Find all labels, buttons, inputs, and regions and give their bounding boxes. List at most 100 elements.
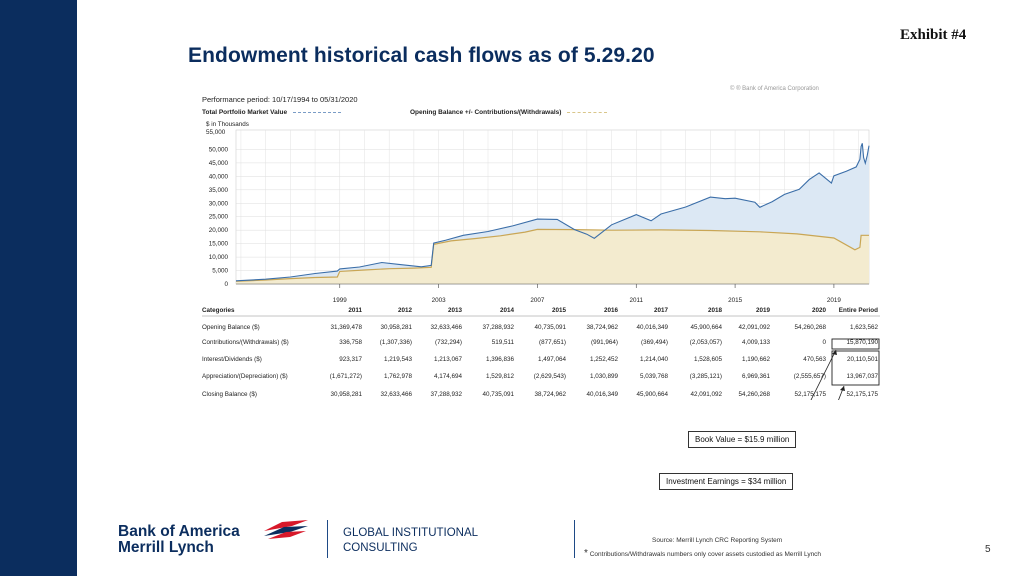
table-cell: 37,288,932 xyxy=(430,391,462,398)
areas xyxy=(235,143,870,284)
table-cell: 42,091,092 xyxy=(738,324,770,331)
footnote-star: * xyxy=(584,548,588,559)
y-tick-label: 10,000 xyxy=(209,254,229,261)
table-cell: (2,555,657) xyxy=(794,373,826,380)
footnote-text: Contributions/Withdrawals numbers only c… xyxy=(589,551,822,558)
legend-market-value-swatch xyxy=(293,111,342,113)
page-number: 5 xyxy=(985,544,991,555)
table-cell: 42,091,092 xyxy=(690,391,722,398)
table-cell: 40,016,349 xyxy=(586,391,618,398)
table-header-cell: 2015 xyxy=(552,307,567,314)
table-cell: (1,307,336) xyxy=(380,339,412,346)
table-cell: 1,623,562 xyxy=(850,324,879,331)
y-top-tick: 55,000 xyxy=(206,129,226,136)
table-cell: 15,870,190 xyxy=(846,339,878,346)
table-cell: 40,735,091 xyxy=(534,324,566,331)
table-cell: (2,053,057) xyxy=(690,339,722,346)
legend-book-value-label: Opening Balance +/- Contributions/(Withd… xyxy=(410,109,562,116)
earnings-arrowhead xyxy=(840,386,845,391)
table-header-cell: 2017 xyxy=(654,307,669,314)
earnings-total-box xyxy=(831,350,880,386)
table-cell: (369,494) xyxy=(641,339,668,346)
table-cell: 45,900,664 xyxy=(690,324,722,331)
book-value-callout: Book Value = $15.9 million xyxy=(688,431,797,448)
table-cell: 52,175,175 xyxy=(846,391,878,398)
table-cell: 40,016,349 xyxy=(636,324,668,331)
bank-logo-line2: Merrill Lynch xyxy=(118,539,214,556)
table-cell: 38,724,962 xyxy=(534,391,566,398)
callout-arrows xyxy=(810,349,845,400)
table-cell: 32,633,466 xyxy=(430,324,462,331)
consulting-line2: CONSULTING xyxy=(343,542,418,554)
table-cell: 54,260,268 xyxy=(738,391,770,398)
y-axis-ticks: 50,000 45,000 40,000 35,000 30,000 25,000 20,0… xyxy=(209,146,229,288)
table-header-cell: 2020 xyxy=(812,307,827,314)
table-cell: 37,288,932 xyxy=(482,324,514,331)
table-cell: 1,529,812 xyxy=(486,373,515,380)
y-tick-label: 40,000 xyxy=(209,173,229,180)
table-header-cell: 2013 xyxy=(448,307,463,314)
table-cell: (991,964) xyxy=(591,339,618,346)
x-tick-label: 2011 xyxy=(629,297,643,304)
x-tick-label: 2019 xyxy=(827,297,842,304)
legend-book-value-swatch xyxy=(567,111,608,113)
table-cell: 13,967,037 xyxy=(846,373,878,380)
performance-period: Performance period: 10/17/1994 to 05/31/… xyxy=(202,95,358,104)
consulting-line1: GLOBAL INSTITUTIONAL xyxy=(343,527,479,539)
y-units: $ in Thousands 55,000 xyxy=(206,121,249,137)
table-header-cell: 2012 xyxy=(398,307,413,314)
table-header-cell: 2018 xyxy=(708,307,723,314)
x-tick-label: 2003 xyxy=(432,297,447,304)
investment-earnings-callout: Investment Earnings = $34 million xyxy=(659,473,794,490)
divider-1 xyxy=(327,520,328,558)
table-cell: 1,213,067 xyxy=(434,356,463,363)
table-cell: 40,735,091 xyxy=(482,391,514,398)
table-cell: 519,511 xyxy=(492,339,515,346)
footnote: * Contributions/Withdrawals numbers only… xyxy=(584,548,821,559)
table-cell: Opening Balance ($) xyxy=(202,324,260,331)
table-cell: (877,651) xyxy=(539,339,566,346)
table-cell: 54,260,268 xyxy=(794,324,826,331)
table-cell: 1,214,040 xyxy=(640,356,669,363)
highlight-boxes xyxy=(831,338,880,386)
y-tick-label: 30,000 xyxy=(209,200,229,207)
table-cell: 30,958,281 xyxy=(330,391,362,398)
y-tick-label: 25,000 xyxy=(209,214,229,221)
overlap-text: © ® Bank of America Corporation xyxy=(730,86,819,92)
table-cell: Appreciation/(Depreciation) ($) xyxy=(202,373,288,380)
bank-logo-line1: Bank of America xyxy=(118,523,240,540)
table-cell: (1,671,272) xyxy=(330,373,362,380)
bank-logo: Bank of America Merrill Lynch xyxy=(118,524,240,556)
table-cell: 470,563 xyxy=(803,356,826,363)
table-cell: 52,175,175 xyxy=(794,391,826,398)
divider-2 xyxy=(574,520,575,558)
table-cell: 1,190,662 xyxy=(742,356,771,363)
table-cell: 0 xyxy=(822,339,826,346)
data-table: Categories 2011 2012 2013 2014 2015 2016 2017 20… xyxy=(202,307,880,398)
table-cell: 5,039,768 xyxy=(640,373,669,380)
table-cell: (732,294) xyxy=(435,339,462,346)
table-cell: 38,724,962 xyxy=(586,324,618,331)
book-value-area xyxy=(236,229,869,284)
legend-market-value: Total Portfolio Market Value xyxy=(202,109,342,116)
y-tick-label: 15,000 xyxy=(209,241,229,248)
table-cell: 4,009,133 xyxy=(742,339,771,346)
exhibit-label: Exhibit #4 xyxy=(900,27,967,43)
contributions-total-box xyxy=(831,338,880,350)
table-cell: 4,174,694 xyxy=(434,373,463,380)
table-cell: 1,030,899 xyxy=(590,373,619,380)
y-tick-label: 20,000 xyxy=(209,227,229,234)
table-cell: 336,758 xyxy=(339,339,362,346)
x-axis-ticks: 1999 2003 2007 2011 2015 2019 xyxy=(236,283,869,304)
table-cell: 1,762,978 xyxy=(384,373,413,380)
book-value-arrow xyxy=(810,349,837,400)
table-cell: Contributions/(Withdrawals) ($) xyxy=(202,339,289,346)
table-cell: 32,633,466 xyxy=(380,391,412,398)
table-cell: Interest/Dividends ($) xyxy=(202,356,262,363)
chart: 50,000 45,000 40,000 35,000 30,000 25,000 20,0… xyxy=(202,129,880,400)
table-cell: 1,528,605 xyxy=(694,356,723,363)
table-cell: 30,958,281 xyxy=(380,324,412,331)
y-tick-label: 5,000 xyxy=(212,268,228,275)
table-cell: 1,396,836 xyxy=(486,356,515,363)
table-cell: 45,900,664 xyxy=(636,391,668,398)
